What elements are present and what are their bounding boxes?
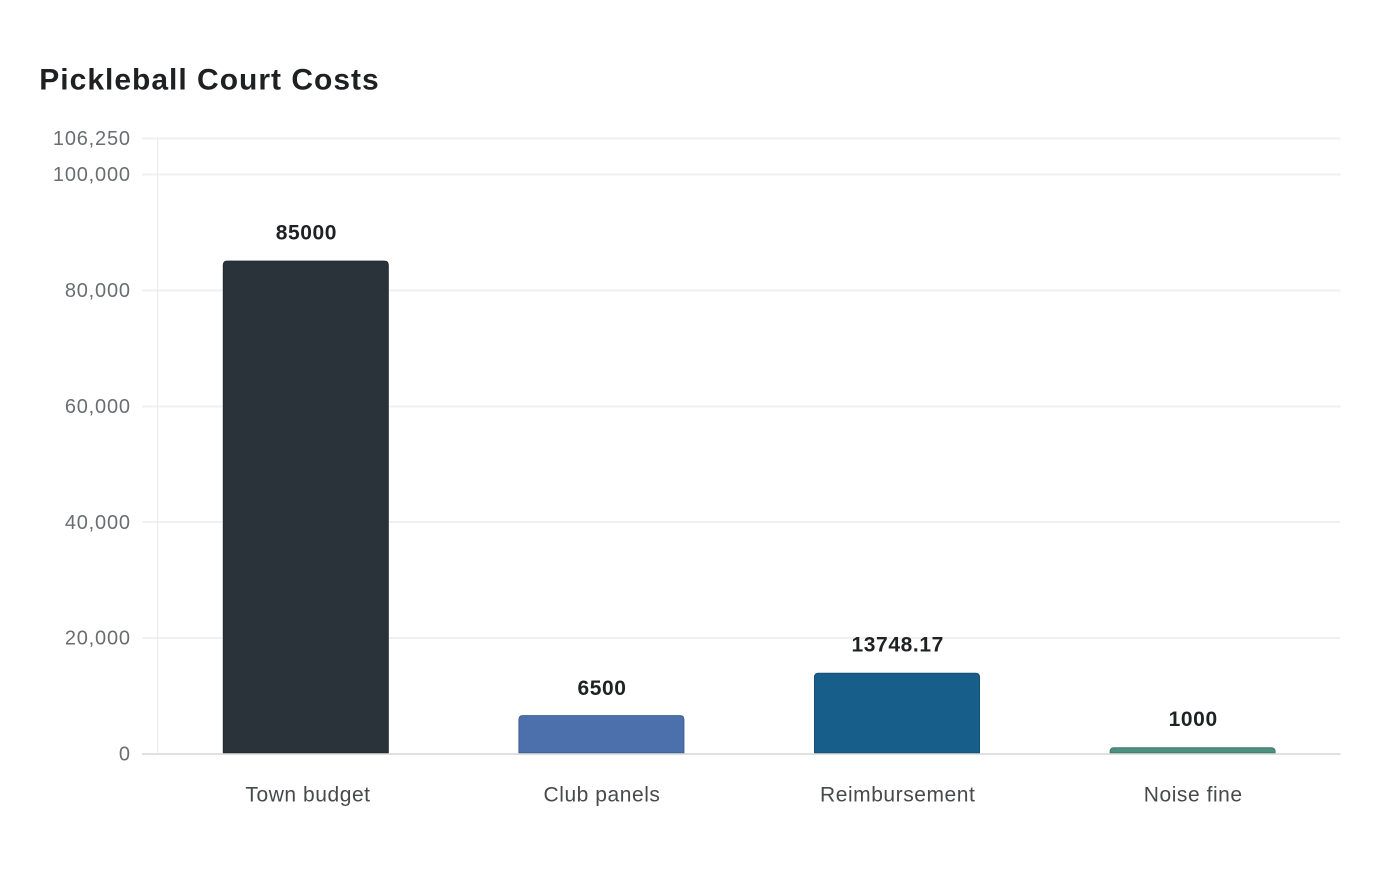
svg-text:Reimbursement: Reimbursement [820,783,975,806]
svg-text:Club panels: Club panels [544,783,661,806]
svg-text:1000: 1000 [1169,708,1218,731]
svg-text:Town budget: Town budget [245,783,370,806]
svg-text:85000: 85000 [276,221,337,244]
svg-text:0: 0 [119,744,131,766]
svg-text:40,000: 40,000 [65,512,131,534]
svg-text:Noise fine: Noise fine [1144,783,1243,806]
svg-text:100,000: 100,000 [53,164,131,186]
svg-text:60,000: 60,000 [65,396,131,418]
svg-text:106,250: 106,250 [53,128,131,150]
svg-text:Pickleball Court Costs: Pickleball Court Costs [39,64,379,97]
svg-text:20,000: 20,000 [65,628,131,650]
svg-text:13748.17: 13748.17 [852,634,944,657]
svg-text:80,000: 80,000 [65,280,131,302]
svg-text:6500: 6500 [577,677,626,700]
